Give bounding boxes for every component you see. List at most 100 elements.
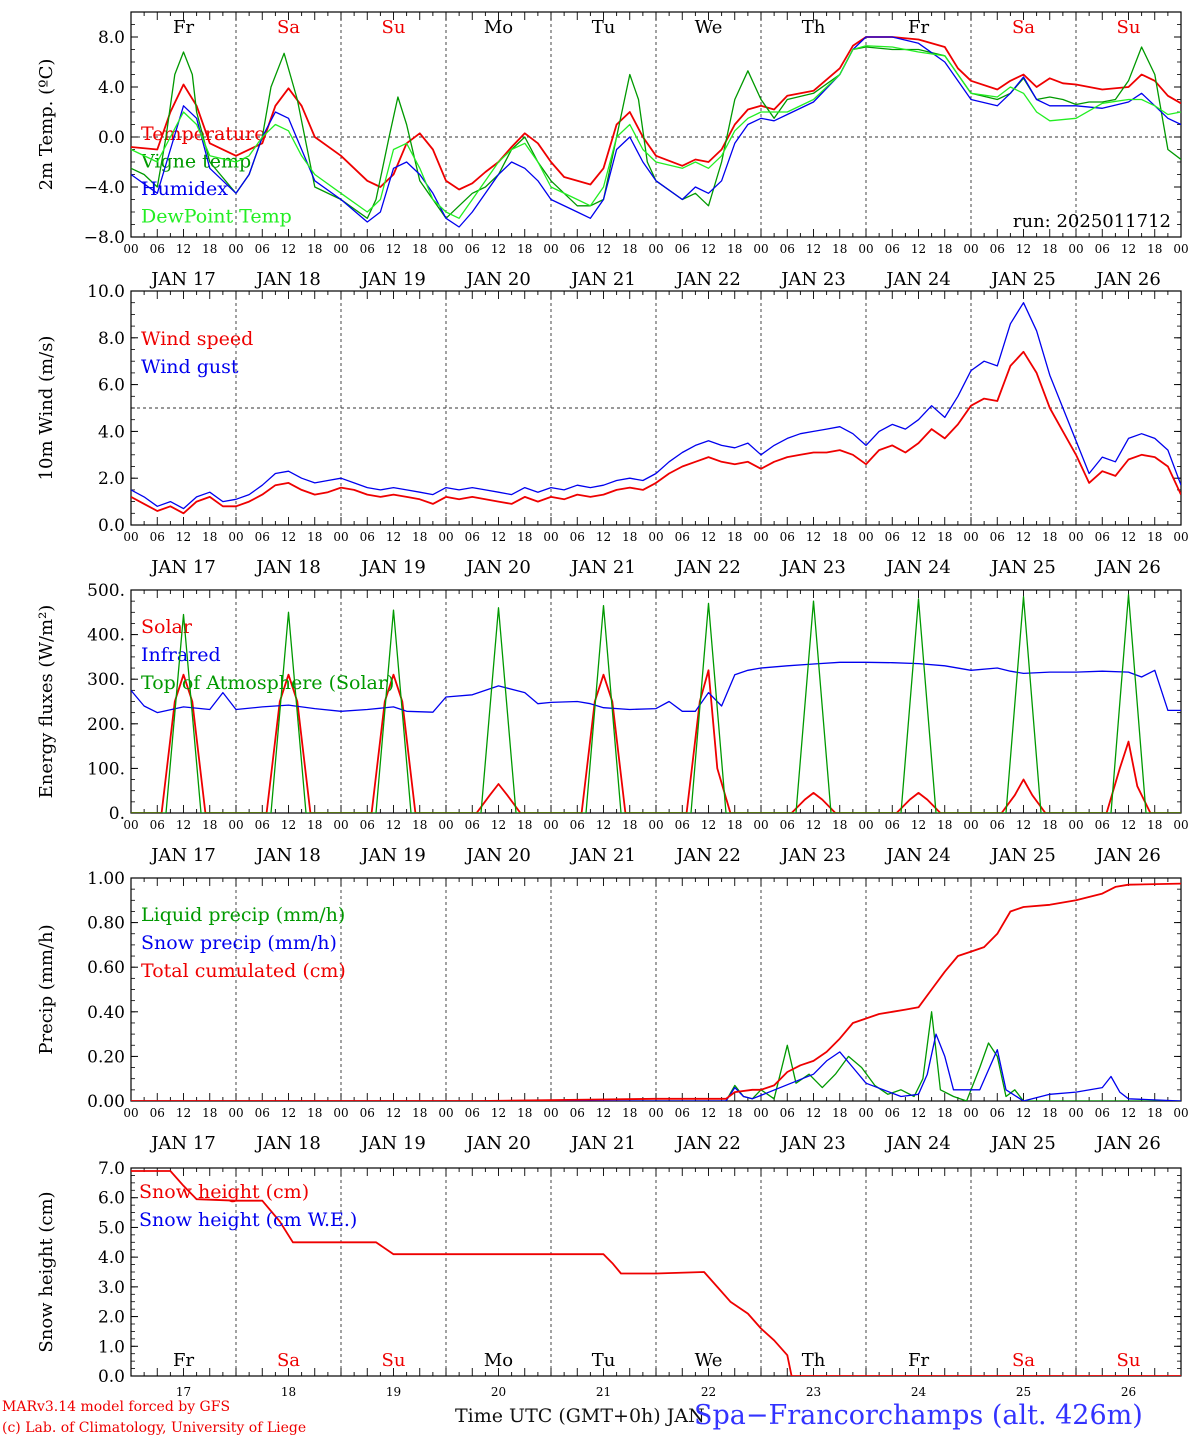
x-hour-label: 00 — [858, 530, 873, 544]
x-hour-label: 00 — [1173, 1106, 1188, 1120]
weekday-label: Su — [1117, 1350, 1141, 1371]
x-hour-label: 00 — [858, 1106, 873, 1120]
x-hour-label: 18 — [727, 530, 742, 544]
x-hour-label: 00 — [753, 242, 768, 256]
x-hour-label: 12 — [1121, 1106, 1136, 1120]
x-hour-label: 18 — [1042, 530, 1057, 544]
x-date-label: JAN 18 — [254, 269, 321, 290]
x-hour-label: 18 — [832, 242, 847, 256]
x-hour-label: 06 — [885, 818, 900, 832]
y-tick-label: −8.0 — [84, 228, 125, 248]
x-hour-label: 00 — [963, 1106, 978, 1120]
x-hour-label: 18 — [202, 1106, 217, 1120]
x-hour-label: 00 — [123, 1106, 138, 1120]
series-line-snow-precip-mm-h- — [131, 1033, 1181, 1101]
x-hour-label: 00 — [333, 242, 348, 256]
x-hour-label: 18 — [202, 242, 217, 256]
x-hour-label: 12 — [281, 242, 296, 256]
x-hour-label: 06 — [360, 242, 375, 256]
x-hour-label: 00 — [753, 1106, 768, 1120]
y-tick-label: 1.0 — [98, 1337, 125, 1357]
x-date-label: JAN 25 — [989, 269, 1056, 290]
x-hour-label: 12 — [701, 530, 716, 544]
x-hour-label: 18 — [622, 530, 637, 544]
x-hour-label: 00 — [123, 242, 138, 256]
x-hour-label: 00 — [858, 818, 873, 832]
x-hour-label: 06 — [780, 818, 795, 832]
x-hour-label: 06 — [885, 530, 900, 544]
x-date-label: JAN 17 — [149, 1133, 216, 1154]
x-date-label: JAN 18 — [254, 1133, 321, 1154]
series-line-solar — [131, 669, 1181, 813]
y-tick-label: −4.0 — [84, 178, 125, 198]
y-tick-label: 4.0 — [98, 78, 125, 98]
x-hour-label: 00 — [333, 1106, 348, 1120]
x-hour-label: 12 — [1016, 242, 1031, 256]
x-hour-label: 06 — [255, 818, 270, 832]
y-axis-title: 2m Temp. (ºC) — [36, 59, 57, 191]
x-date-label: JAN 20 — [464, 557, 531, 578]
x-hour-label: 18 — [412, 818, 427, 832]
x-hour-label: 12 — [701, 242, 716, 256]
x-date-label: JAN 21 — [569, 269, 636, 290]
x-hour-label: 06 — [570, 242, 585, 256]
x-hour-label: 00 — [438, 530, 453, 544]
x-hour-label: 18 — [1147, 242, 1162, 256]
y-tick-label: 400. — [87, 626, 125, 646]
x-hour-label: 00 — [1173, 818, 1188, 832]
x-hour-label: 12 — [491, 242, 506, 256]
legend-snow-height-cm-w-e-: Snow height (cm W.E.) — [139, 1209, 357, 1231]
footer-station: Spa−Francorchamps (alt. 426m) — [694, 1400, 1143, 1431]
y-tick-label: 8.0 — [98, 28, 125, 48]
x-hour-label: 18 — [937, 818, 952, 832]
series-line-infrared — [131, 661, 1181, 714]
y-tick-label: 0.60 — [87, 958, 125, 978]
legend-dewpoint-temp: DewPoint Temp — [141, 206, 292, 228]
x-hour-label: 00 — [438, 1106, 453, 1120]
x-date-label: JAN 22 — [674, 557, 741, 578]
x-hour-label: 00 — [1068, 242, 1083, 256]
y-tick-label: 0.20 — [87, 1047, 125, 1067]
x-hour-label: 12 — [911, 530, 926, 544]
x-hour-label: 06 — [465, 242, 480, 256]
panel-4: 0.00 0.20 0.40 0.60 0.80 1.00 Precip (mm/h) 00 0… — [36, 869, 1189, 1154]
weekday-label: Fr — [173, 1350, 194, 1371]
x-hour-label: 12 — [1121, 242, 1136, 256]
footer-axis-title: Time UTC (GMT+0h) JAN — [455, 1405, 705, 1427]
x-hour-label: 00 — [333, 818, 348, 832]
x-hour-label: 06 — [1095, 242, 1110, 256]
x-hour-label: 06 — [1095, 1106, 1110, 1120]
x-hour-label: 12 — [701, 1106, 716, 1120]
y-tick-label: 6.0 — [98, 1189, 125, 1209]
x-hour-label: 00 — [1068, 530, 1083, 544]
y-axis-title: Snow height (cm) — [36, 1191, 57, 1352]
series-line-snow-height-cm- — [131, 1170, 1181, 1376]
x-hour-label: 12 — [176, 1106, 191, 1120]
series-line-temperature — [131, 36, 1181, 191]
x-date-label: JAN 20 — [464, 1133, 531, 1154]
x-hour-label: 12 — [491, 1106, 506, 1120]
x-hour-label: 18 — [937, 1106, 952, 1120]
panel-1: −8.0 −4.0 0.0 4.0 8.0 2m Temp. (ºC) 00 06 12 18 00… — [36, 11, 1189, 290]
x-day-number: 19 — [386, 1385, 401, 1399]
y-tick-label: 500. — [87, 581, 125, 601]
weekday-label: Su — [382, 1350, 406, 1371]
y-axis-title: Energy fluxes (W/m²) — [36, 605, 57, 799]
x-date-label: JAN 21 — [569, 845, 636, 866]
x-date-label: JAN 26 — [1094, 557, 1161, 578]
y-tick-label: 0.00 — [87, 1092, 125, 1112]
y-tick-label: 5.0 — [98, 1218, 125, 1238]
x-date-label: JAN 18 — [254, 845, 321, 866]
x-day-number: 20 — [491, 1385, 506, 1399]
x-hour-label: 00 — [438, 818, 453, 832]
x-hour-label: 18 — [412, 530, 427, 544]
y-tick-label: 4.0 — [98, 1248, 125, 1268]
x-hour-label: 00 — [123, 530, 138, 544]
x-hour-label: 00 — [648, 818, 663, 832]
x-hour-label: 12 — [1121, 818, 1136, 832]
x-hour-label: 12 — [596, 818, 611, 832]
y-tick-label: 7.0 — [98, 1159, 125, 1179]
x-hour-label: 18 — [412, 242, 427, 256]
x-hour-label: 00 — [543, 1106, 558, 1120]
